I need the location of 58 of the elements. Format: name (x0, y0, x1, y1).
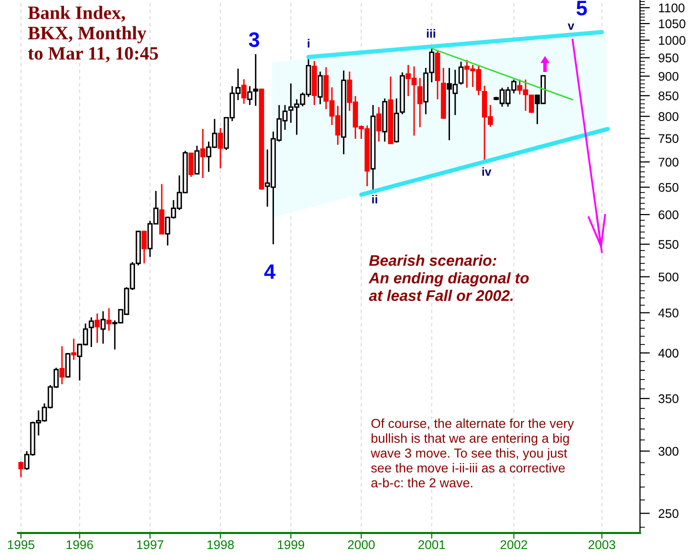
annotation: v (568, 23, 574, 30)
y-tick-label: 750 (658, 134, 678, 144)
y-tick-label: 350 (658, 394, 678, 404)
x-tick-label: 1998 (207, 540, 234, 550)
y-tick-label: 650 (658, 183, 678, 192)
candlestick (59, 345, 65, 385)
annotation: 3 (248, 32, 260, 48)
candlestick (247, 85, 252, 106)
candlestick (200, 128, 206, 179)
x-tick-label: 1995 (8, 540, 34, 550)
annotation: 5 (576, 0, 587, 16)
y-tick-label: 900 (658, 72, 678, 81)
x-tick-label: 2000 (348, 540, 375, 550)
y-tick-label: 950 (658, 54, 678, 62)
annotation: 4 (264, 264, 276, 279)
candlestick (376, 106, 382, 142)
annotation: iv (482, 167, 492, 176)
candlestick (18, 460, 24, 478)
candlestick (417, 77, 423, 128)
y-tick-label: 500 (658, 272, 678, 282)
annotation: i (308, 38, 310, 48)
candlestick (318, 70, 323, 105)
candlestick (188, 152, 194, 178)
candlestick (458, 60, 464, 86)
annotation: ii (372, 194, 378, 204)
candlestick (194, 145, 200, 176)
candlestick (218, 127, 224, 170)
y-tick-label: 550 (658, 240, 678, 249)
y-tick-label: 400 (658, 348, 678, 358)
x-tick-label: 2001 (418, 540, 445, 550)
x-tick-label: 1999 (278, 540, 304, 550)
candlestick (142, 230, 147, 264)
x-tick-label: 1996 (66, 540, 93, 550)
annotation: iii (426, 29, 436, 38)
candlestick (106, 308, 112, 332)
y-tick-label: 250 (658, 509, 678, 518)
y-tick-label: 450 (658, 308, 678, 318)
y-tick-label: 1050 (659, 19, 686, 28)
text: Bank Index, BKX, Monthly to Mar 11, 10:45 (28, 6, 158, 62)
y-tick-label: 700 (658, 158, 678, 167)
candlestick (159, 183, 164, 236)
y-tick-label: 850 (658, 91, 678, 100)
y-tick-label: 600 (658, 210, 678, 220)
y-tick-label: 300 (658, 446, 678, 456)
candlestick (71, 338, 76, 361)
y-tick-label: 1100 (659, 3, 684, 12)
candlestick (241, 78, 246, 104)
x-tick-label: 1997 (137, 540, 164, 550)
annotation: Of course, the alternate for the very bullish is that we are entering a big wave 3 move. To see this, you just see the move i-ii-iii as a corrective a-b-c: the 2 wave. (370, 418, 574, 488)
candlestick (94, 312, 100, 344)
annotation: Bearish scenario: An ending diagonal to at least Fall or 2002. (368, 254, 529, 302)
x-tick-label: 2003 (588, 540, 616, 550)
candlestick (100, 310, 106, 344)
y-tick-label: 800 (658, 112, 678, 122)
y-tick-label: 1000 (659, 36, 686, 45)
candlestick (88, 316, 94, 348)
candlestick (253, 53, 258, 107)
x-tick-label: 2002 (500, 540, 528, 550)
